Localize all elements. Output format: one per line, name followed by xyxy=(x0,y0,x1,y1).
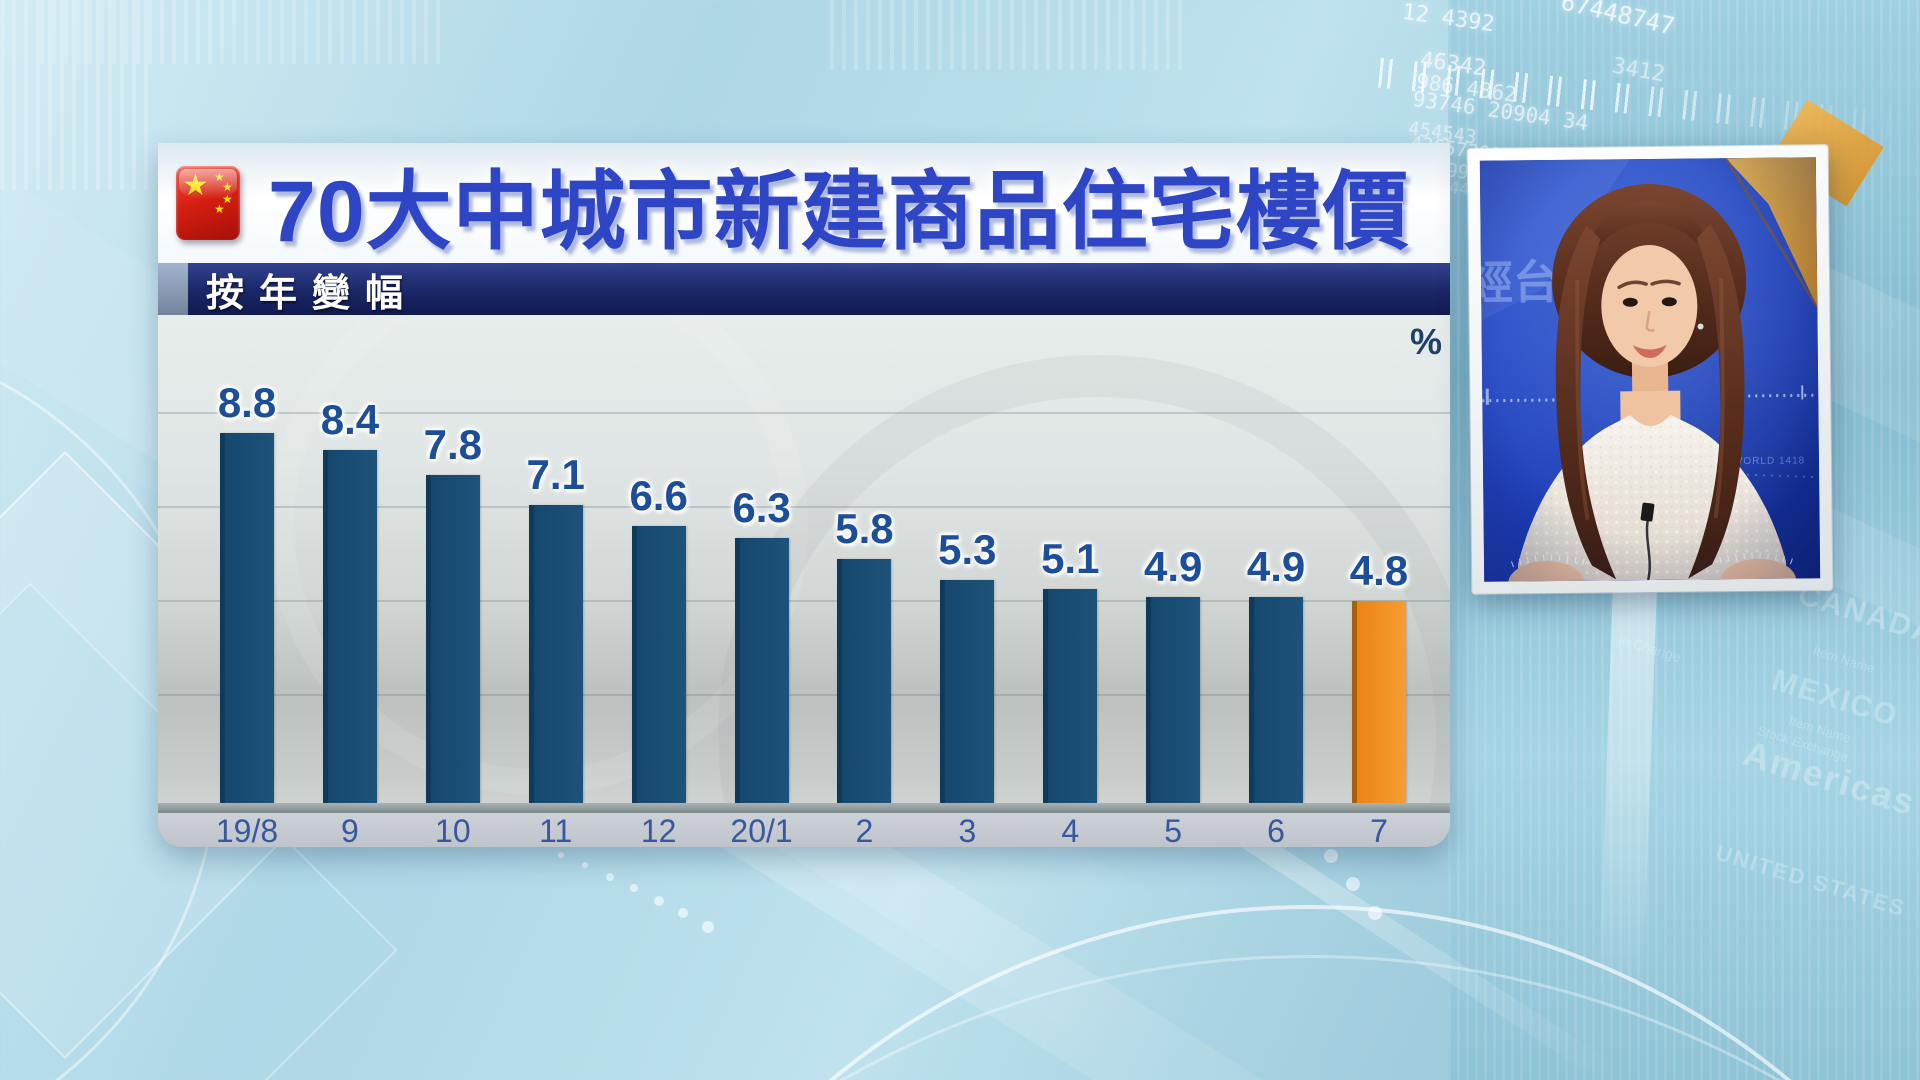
x-axis-label: 12 xyxy=(640,813,677,849)
background-faint-text: Stock Exchange xyxy=(1755,722,1851,765)
title-bar: ★ ★ ★ ★ ★ 70大中城市新建商品住宅樓價 xyxy=(158,143,1450,263)
presenter-illustration: 經台 WORLD 1418 xyxy=(1479,157,1821,582)
bar xyxy=(322,450,377,803)
x-axis-label: 9 xyxy=(341,813,359,849)
x-axis-label: 11 xyxy=(539,813,573,849)
bar-column: 8.8 xyxy=(217,379,277,803)
decorative-dot xyxy=(582,862,588,868)
x-axis-label: 4 xyxy=(1061,813,1080,849)
glass-ribbon xyxy=(1595,591,1657,1080)
bar-value-label: 6.3 xyxy=(732,484,791,531)
x-axis-baseline xyxy=(158,803,1450,813)
presenter-video: 經台 WORLD 1418 xyxy=(1479,157,1821,582)
bar-value-label: 5.1 xyxy=(1041,535,1100,582)
decorative-dot xyxy=(558,852,564,858)
bar xyxy=(837,559,892,803)
stripe-texture xyxy=(40,0,440,64)
stripe-texture xyxy=(0,0,150,190)
x-axis-label: 3 xyxy=(958,813,977,849)
chart-subtitle: 按年變幅 xyxy=(206,272,419,315)
bar xyxy=(1146,597,1201,803)
bar xyxy=(734,538,789,803)
bar-value-label: 8.8 xyxy=(217,379,277,426)
background-country-label: UNITED STATES xyxy=(1712,839,1910,922)
bar xyxy=(220,433,274,803)
bar xyxy=(631,526,686,803)
bar xyxy=(1249,597,1304,803)
bar-column: 4.8 xyxy=(1349,547,1409,803)
y-axis-unit-label: % xyxy=(1409,321,1442,362)
bar xyxy=(425,475,480,803)
stripe-texture xyxy=(830,0,1190,70)
x-axis-label: 6 xyxy=(1267,813,1285,849)
ticker-number-row: 93746 20904 34 xyxy=(1411,86,1590,136)
background-faint-text: Item Name xyxy=(1811,643,1877,676)
x-axis-label: 5 xyxy=(1164,813,1183,849)
background-country-label: Americas Stock xyxy=(1738,732,1920,858)
bar-column: 6.3 xyxy=(732,484,791,803)
bar xyxy=(528,505,583,803)
bar-column: 5.3 xyxy=(938,526,997,803)
ticker-number-row: 12 4392 xyxy=(1400,0,1497,38)
bar xyxy=(1043,589,1098,803)
bar-value-label: 5.3 xyxy=(938,526,997,573)
decorative-dot xyxy=(606,873,614,881)
bar-value-label: 4.9 xyxy=(1143,543,1203,590)
bar-value-label: 6.6 xyxy=(629,472,688,519)
x-axis-label-band: 19/8 9 10 11 12 20/1 2 3 4 5 6 7 xyxy=(158,813,1450,849)
decorative-dot xyxy=(702,921,714,933)
bar-value-label: 4.8 xyxy=(1349,547,1409,594)
x-axis-label: 20/1 xyxy=(730,813,793,849)
swirl-arc xyxy=(360,955,1920,1080)
bar-column: 7.1 xyxy=(526,451,585,803)
swirl-arc xyxy=(560,905,1920,1080)
bar-column: 4.9 xyxy=(1246,543,1306,803)
bars-container: 8.8 8.4 7.8 7.1 6.6 6.3 5.8 5.3 5.1 4.9 4.9 4.8 xyxy=(217,315,1409,803)
background-faint-text: in Change xyxy=(1617,631,1683,665)
presenter-video-frame: 經台 WORLD 1418 xyxy=(1467,145,1833,594)
bar-value-label: 8.4 xyxy=(320,396,380,443)
chart-panel: ★ ★ ★ ★ ★ 70大中城市新建商品住宅樓價 按年變幅 % 8.8 8.4 7.… xyxy=(158,143,1450,849)
ticker-tickmarks xyxy=(1377,57,1920,145)
bar-column: 6.6 xyxy=(629,472,688,803)
ticker-number-row: 46342 xyxy=(1418,47,1488,82)
x-axis-label: 2 xyxy=(855,813,874,849)
bar-column: 7.8 xyxy=(423,421,483,803)
decorative-dot xyxy=(630,884,638,892)
ticker-number-row: 3412 xyxy=(1610,53,1667,88)
bar-highlighted xyxy=(1351,601,1406,803)
bar-column: 4.9 xyxy=(1143,543,1203,803)
bar-column: 5.8 xyxy=(835,505,894,803)
x-axis-label: 19/8 xyxy=(215,813,279,849)
decorative-dot xyxy=(1346,877,1360,891)
subtitle-bar: 按年變幅 xyxy=(158,263,1450,315)
bar-column: 5.1 xyxy=(1041,535,1100,803)
ticker-number-row: 67448747 xyxy=(1558,0,1678,41)
x-axis-label: 7 xyxy=(1370,813,1388,849)
decorative-dot xyxy=(678,908,688,918)
bar-value-label: 7.1 xyxy=(526,451,585,498)
background-country-label: MEXICO xyxy=(1768,663,1903,734)
bar xyxy=(940,580,995,803)
bar-value-label: 7.8 xyxy=(423,421,483,468)
decorative-dot xyxy=(1368,906,1382,920)
decorative-dot xyxy=(654,896,664,906)
background-faint-text: Item Name xyxy=(1787,713,1853,746)
bar-value-label: 5.8 xyxy=(835,505,894,552)
bar-value-label: 4.9 xyxy=(1246,543,1306,590)
x-axis-label: 10 xyxy=(435,813,471,849)
decorative-dot xyxy=(1324,849,1338,863)
page-title: 70大中城市新建商品住宅樓價 xyxy=(268,163,1410,260)
subtitle-notch xyxy=(158,263,188,315)
china-flag-icon: ★ ★ ★ ★ ★ xyxy=(176,166,240,240)
ticker-number-row: 986 4862 xyxy=(1414,69,1519,107)
bar-chart: % 8.8 8.4 7.8 7.1 6.6 6.3 5.8 5.3 5.1 4.9 4.9 4.8 xyxy=(158,315,1450,803)
bar-column: 8.4 xyxy=(320,396,380,803)
